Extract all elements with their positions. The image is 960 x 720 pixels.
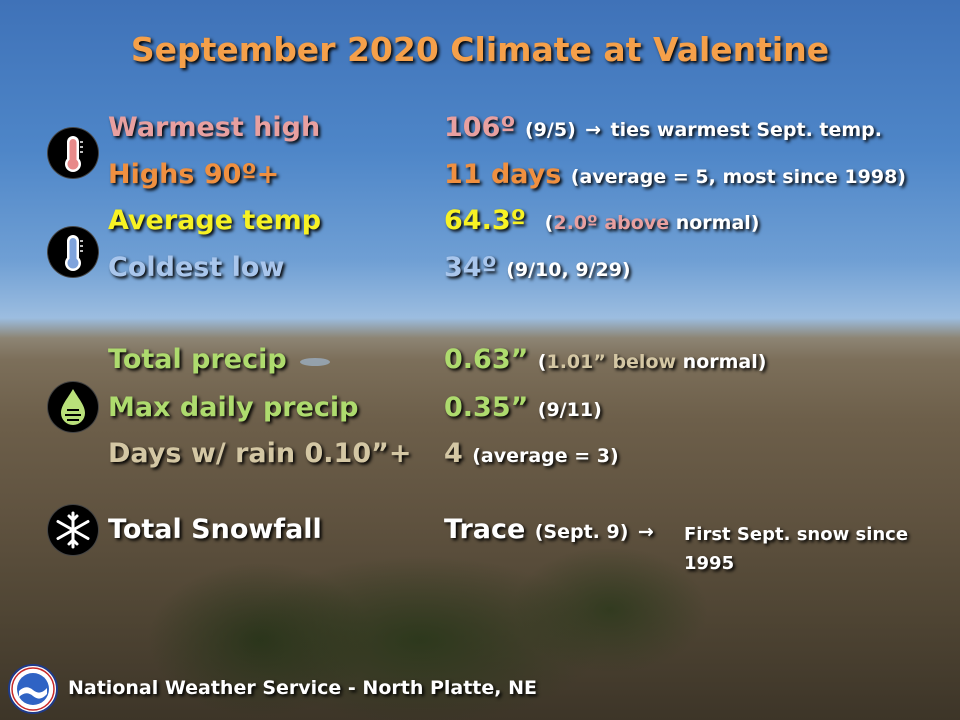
max-daily-precip-value: 0.35”	[444, 392, 529, 423]
total-precip-note-close: normal)	[676, 351, 767, 373]
thermometer-cold-icon	[48, 227, 98, 277]
arrow-right-icon: →	[637, 521, 654, 543]
value-warmest-high: 106º (9/5) → ties warmest Sept. temp.	[444, 112, 882, 143]
warmest-high-extra: ties warmest Sept. temp.	[610, 119, 882, 141]
highs-90-note: (average = 5, most since 1998)	[570, 166, 906, 188]
snowfall-extra-line2: 1995	[684, 553, 735, 574]
value-coldest-low: 34º (9/10, 9/29)	[444, 252, 631, 283]
label-highs-90: Highs 90º+	[108, 159, 280, 190]
label-coldest-low: Coldest low	[108, 252, 285, 283]
value-max-daily-precip: 0.35” (9/11)	[444, 392, 602, 423]
snowfall-extra-line1: First Sept. snow since	[684, 524, 909, 545]
noaa-logo	[8, 664, 58, 714]
average-temp-anomaly: 2.0º above	[553, 212, 670, 234]
warmest-high-date: (9/5)	[525, 119, 576, 141]
value-days-rain: 4 (average = 3)	[444, 438, 619, 469]
label-total-precip: Total precip	[108, 344, 287, 375]
average-temp-note-close: normal)	[669, 212, 760, 234]
warmest-high-value: 106º	[444, 112, 516, 143]
footer-text: National Weather Service - North Platte,…	[68, 677, 537, 699]
label-average-temp: Average temp	[108, 205, 322, 236]
max-daily-precip-date: (9/11)	[537, 399, 602, 421]
coldest-low-dates: (9/10, 9/29)	[506, 259, 631, 281]
label-days-rain: Days w/ rain 0.10”+	[108, 438, 412, 469]
snowflake-icon	[48, 505, 98, 555]
total-precip-note-open: (	[537, 351, 547, 373]
coldest-low-value: 34º	[444, 252, 497, 283]
days-rain-value: 4	[444, 438, 463, 469]
arrow-right-icon: →	[585, 119, 602, 141]
snowfall-date: (Sept. 9)	[534, 521, 629, 543]
snowfall-value: Trace	[444, 514, 526, 545]
label-max-daily-precip: Max daily precip	[108, 392, 359, 423]
days-rain-note: (average = 3)	[472, 445, 619, 467]
highs-90-value: 11 days	[444, 159, 562, 190]
value-average-temp: 64.3º (2.0º above normal)	[444, 205, 759, 236]
value-highs-90: 11 days (average = 5, most since 1998)	[444, 159, 906, 190]
average-temp-value: 64.3º	[444, 205, 526, 236]
value-total-snowfall: Trace (Sept. 9) →	[444, 514, 654, 545]
thermometer-hot-icon	[48, 128, 98, 178]
label-total-snowfall: Total Snowfall	[108, 514, 322, 545]
average-temp-note-open: (	[544, 212, 554, 234]
water-drop-icon	[48, 382, 98, 432]
total-precip-value: 0.63”	[444, 344, 529, 375]
background-lake	[300, 358, 330, 366]
value-total-precip: 0.63” (1.01” below normal)	[444, 344, 766, 375]
total-precip-anomaly: 1.01” below	[546, 351, 677, 373]
label-warmest-high: Warmest high	[108, 112, 321, 143]
page-title: September 2020 Climate at Valentine	[130, 30, 830, 69]
